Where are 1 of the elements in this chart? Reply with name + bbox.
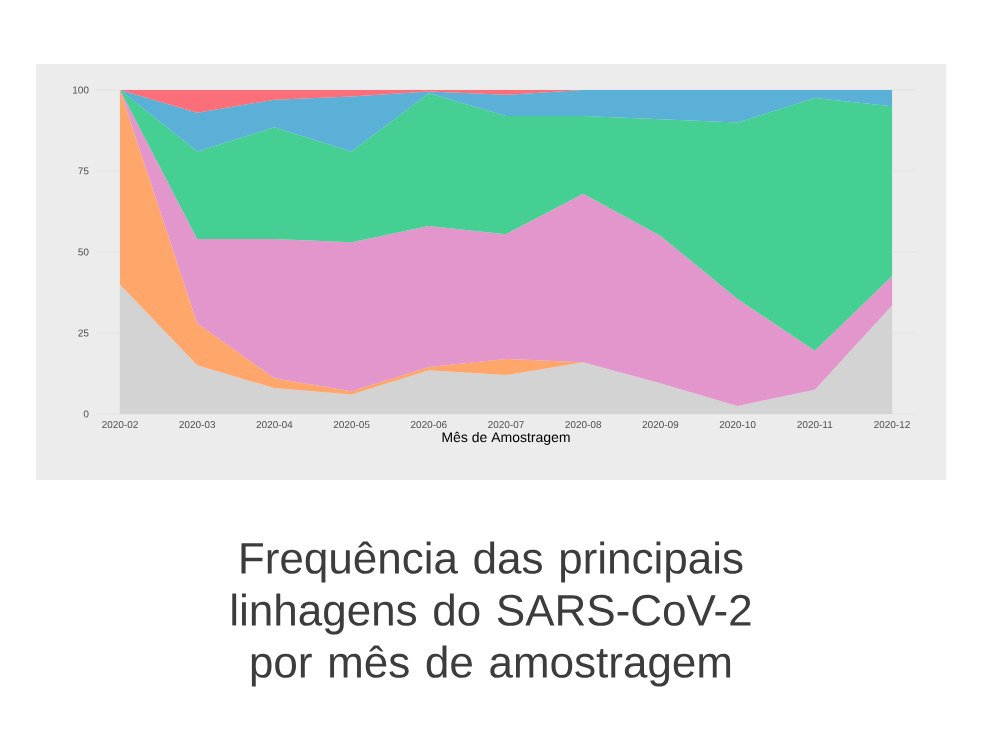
text: Frequência das principais linhagens do SARS-CoV-2 por mês de amostragem bbox=[232, 541, 751, 687]
